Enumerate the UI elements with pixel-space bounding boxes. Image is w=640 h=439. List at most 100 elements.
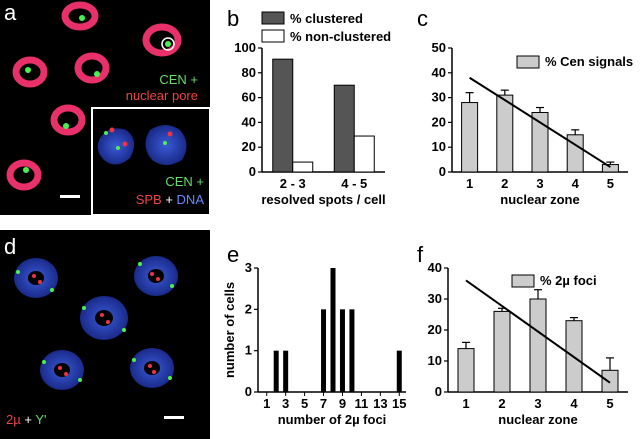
x-tick-label: 2 - 3: [280, 176, 306, 191]
legend-swatch: [511, 274, 535, 288]
legend-swatch: [261, 11, 285, 25]
y-tick-label: 30: [428, 291, 442, 306]
x-tick-label: 5: [607, 176, 614, 191]
nucleus-ring: [142, 23, 182, 57]
bar: [457, 348, 475, 393]
cen-signals: [23, 15, 171, 173]
nucleus-ring: [74, 52, 110, 84]
x-tick-label: 3: [534, 396, 541, 411]
inset-caption-spb-dna: SPB + DNA: [136, 192, 205, 207]
x-tick-label: 1: [263, 396, 270, 411]
bar: [330, 268, 336, 392]
y-tick-label: 50: [432, 40, 446, 55]
y-tick-label: 0: [245, 384, 252, 399]
x-tick-label: 13: [373, 396, 387, 411]
scale-bar: [164, 416, 184, 419]
inset-caption-cen: CEN +: [165, 174, 204, 189]
x-tick-label: 15: [392, 396, 406, 411]
panel-d-micrograph: d 2µ + Y': [0, 230, 210, 439]
y-axis-label: number of cells: [222, 282, 237, 378]
x-tick-label: 11: [355, 396, 369, 411]
x-axis-label: resolved spots / cell: [261, 192, 385, 207]
panel-b-label: b: [227, 6, 239, 31]
y-tick-label: 2: [245, 301, 252, 316]
x-tick-label: 2: [498, 396, 505, 411]
x-tick-label: 5: [606, 396, 613, 411]
bar: [601, 369, 619, 393]
x-axis-label: nuclear zone: [498, 412, 577, 427]
x-tick-label: 2: [501, 176, 508, 191]
panel-c-label: c: [417, 6, 428, 31]
nuclear-pore-rings: [6, 1, 182, 191]
caption-cen: CEN +: [159, 72, 198, 87]
bar: [349, 309, 355, 392]
panel-e-label: e: [227, 242, 239, 267]
y-tick-label: 80: [242, 65, 256, 80]
bar: [493, 310, 511, 393]
scale-bar: [60, 195, 80, 198]
y-tick-label: 3: [245, 260, 252, 275]
legend-label: % 2µ foci: [540, 273, 597, 288]
highlight-circle: [161, 37, 175, 51]
trend-line: [469, 76, 611, 168]
y-tick-label: 100: [234, 40, 256, 55]
x-tick-label: 3: [536, 176, 543, 191]
panel-a-inset: CEN + SPB + DNA: [91, 107, 211, 216]
inset-nucleus: [97, 128, 135, 165]
y-tick-label: 20: [242, 139, 256, 154]
y-tick-label: 40: [428, 260, 442, 275]
y-prime-foci: [16, 262, 174, 382]
chart-c-cen-zones: 0 10 20 30 40 50 nuclear zone 1 2 3 4 5 % Cen signal…: [432, 40, 634, 207]
nucleus-ring: [50, 104, 86, 136]
caption-nuclear-pore: nuclear pore: [126, 88, 198, 103]
y-tick-label: 0: [249, 164, 256, 179]
inset-nucleus: [145, 125, 187, 165]
bar: [292, 161, 314, 173]
nucleus-ring: [61, 1, 99, 31]
x-axis-label: number of 2µ foci: [278, 412, 387, 427]
bar: [321, 309, 327, 392]
panel-d-label: d: [4, 234, 16, 259]
y-tick-label: 10: [428, 353, 442, 368]
bar: [529, 298, 547, 393]
bar: [339, 309, 345, 392]
x-tick-label: 1: [466, 176, 473, 191]
panel-a-label: a: [4, 0, 17, 25]
legend-label: % clustered: [290, 11, 363, 26]
y-tick-label: 20: [428, 322, 442, 337]
x-tick-label: 7: [320, 396, 327, 411]
bar: [396, 350, 402, 392]
bar: [461, 102, 479, 173]
y-tick-label: 40: [242, 114, 256, 129]
y-tick-label: 30: [432, 90, 446, 105]
bar: [601, 164, 619, 173]
bar: [333, 84, 355, 173]
y-tick-label: 1: [245, 343, 252, 358]
bar: [353, 135, 375, 173]
y-tick-label: 0: [435, 384, 442, 399]
caption-2mu-yprime: 2µ + Y': [6, 412, 46, 427]
x-tick-label: 9: [339, 396, 346, 411]
y-tick-label: 0: [439, 164, 446, 179]
bar: [283, 350, 289, 392]
x-tick-label: 1: [462, 396, 469, 411]
chart-f-2mu-zones: 0 10 20 30 40 nuclear zone 1 2 3 4 5 % 2µ foci: [428, 260, 628, 427]
trend-line: [465, 279, 611, 384]
x-tick-label: 3: [282, 396, 289, 411]
x-tick-label: 4: [570, 396, 578, 411]
nucleus-ring: [6, 159, 42, 191]
panel-f-label: f: [417, 242, 424, 267]
legend-label: % Cen signals: [545, 54, 633, 69]
nucleus-ring: [12, 56, 48, 88]
legend-swatch: [516, 55, 540, 69]
y-tick-label: 40: [432, 65, 446, 80]
two-micron-foci: [32, 272, 160, 376]
bar: [272, 58, 294, 173]
panel-a-micrograph: a CEN + nuclear pore CEN + SPB + DNA: [0, 0, 211, 216]
y-tick-label: 10: [432, 139, 446, 154]
x-axis-label: nuclear zone: [500, 192, 579, 207]
